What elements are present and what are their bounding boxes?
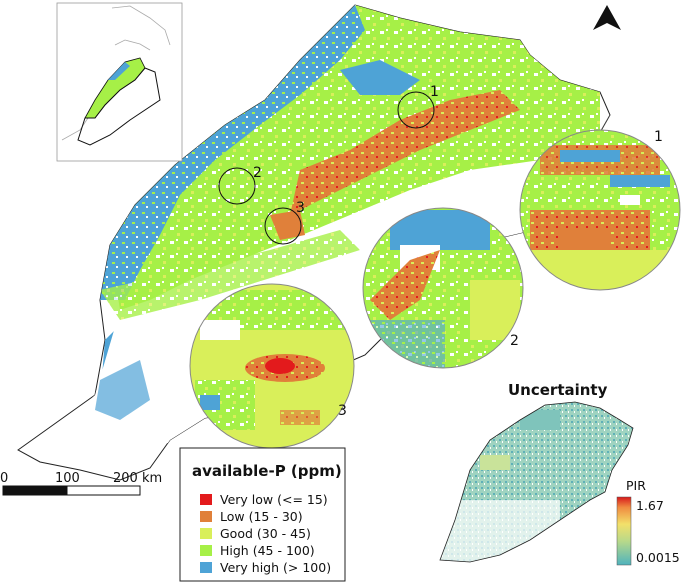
uncertainty-outline — [439, 401, 634, 563]
scale-label-100: 100 — [55, 471, 80, 486]
zoom-label-2: 2 — [510, 333, 519, 349]
map-area-sparse-2 — [95, 360, 150, 420]
marker-circle-3 — [264, 207, 302, 245]
zoom-label-3: 3 — [338, 403, 347, 419]
zoom-circle-1: 1 — [519, 129, 681, 291]
pir-min: 0.0015 — [636, 550, 680, 565]
uncertainty-title: Uncertainty — [508, 381, 608, 399]
map-area-low-2 — [270, 210, 305, 240]
legend-item-very-low: Very low (<= 15) — [200, 492, 328, 507]
legend-title: available-P (ppm) — [192, 462, 342, 480]
marker-label-2: 2 — [253, 165, 262, 181]
legend-item-low: Low (15 - 30) — [200, 509, 303, 524]
legend-swatch — [200, 494, 212, 505]
legend-swatch — [200, 562, 212, 573]
legend-swatch — [200, 511, 212, 522]
inset-locator-map — [56, 2, 183, 162]
legend-label: High (45 - 100) — [220, 543, 315, 558]
inset-sahara — [77, 67, 161, 146]
map-area-low — [290, 90, 520, 215]
legend-swatch — [200, 528, 212, 539]
legend-label: Very low (<= 15) — [220, 492, 328, 507]
marker-label-1: 1 — [430, 84, 439, 100]
pir-gradient — [616, 496, 632, 566]
marker-label-3: 3 — [296, 200, 305, 216]
scale-label-0: 0 — [0, 471, 8, 486]
legend-item-very-high: Very high (> 100) — [200, 560, 331, 575]
marker-circle-1 — [397, 91, 435, 129]
map-area-sparse — [100, 230, 360, 320]
pir-max: 1.67 — [636, 498, 664, 513]
legend: available-P (ppm) Very low (<= 15) Low (… — [179, 447, 346, 582]
map-area-very-high — [100, 5, 365, 300]
legend-swatch — [200, 545, 212, 556]
zoom-label-1: 1 — [654, 129, 663, 145]
zoom-circle-2: 2 — [362, 207, 524, 369]
legend-label: Low (15 - 30) — [220, 509, 303, 524]
scale-label-200: 200 km — [113, 471, 162, 486]
uncertainty-map: Uncertainty — [439, 381, 634, 563]
marker-circle-2 — [218, 167, 256, 205]
north-arrow-icon — [593, 5, 621, 30]
pir-colorbar: PIR 1.67 0.0015 — [616, 478, 680, 566]
legend-item-good: Good (30 - 45) — [200, 526, 311, 541]
pir-label: PIR — [626, 478, 646, 493]
legend-label: Very high (> 100) — [220, 560, 331, 575]
scale-bar: 0 100 200 km — [0, 471, 162, 496]
inset-morocco-blue — [108, 62, 130, 80]
legend-item-high: High (45 - 100) — [200, 543, 315, 558]
map-area-very-high-2 — [340, 60, 420, 95]
legend-label: Good (30 - 45) — [220, 526, 311, 541]
